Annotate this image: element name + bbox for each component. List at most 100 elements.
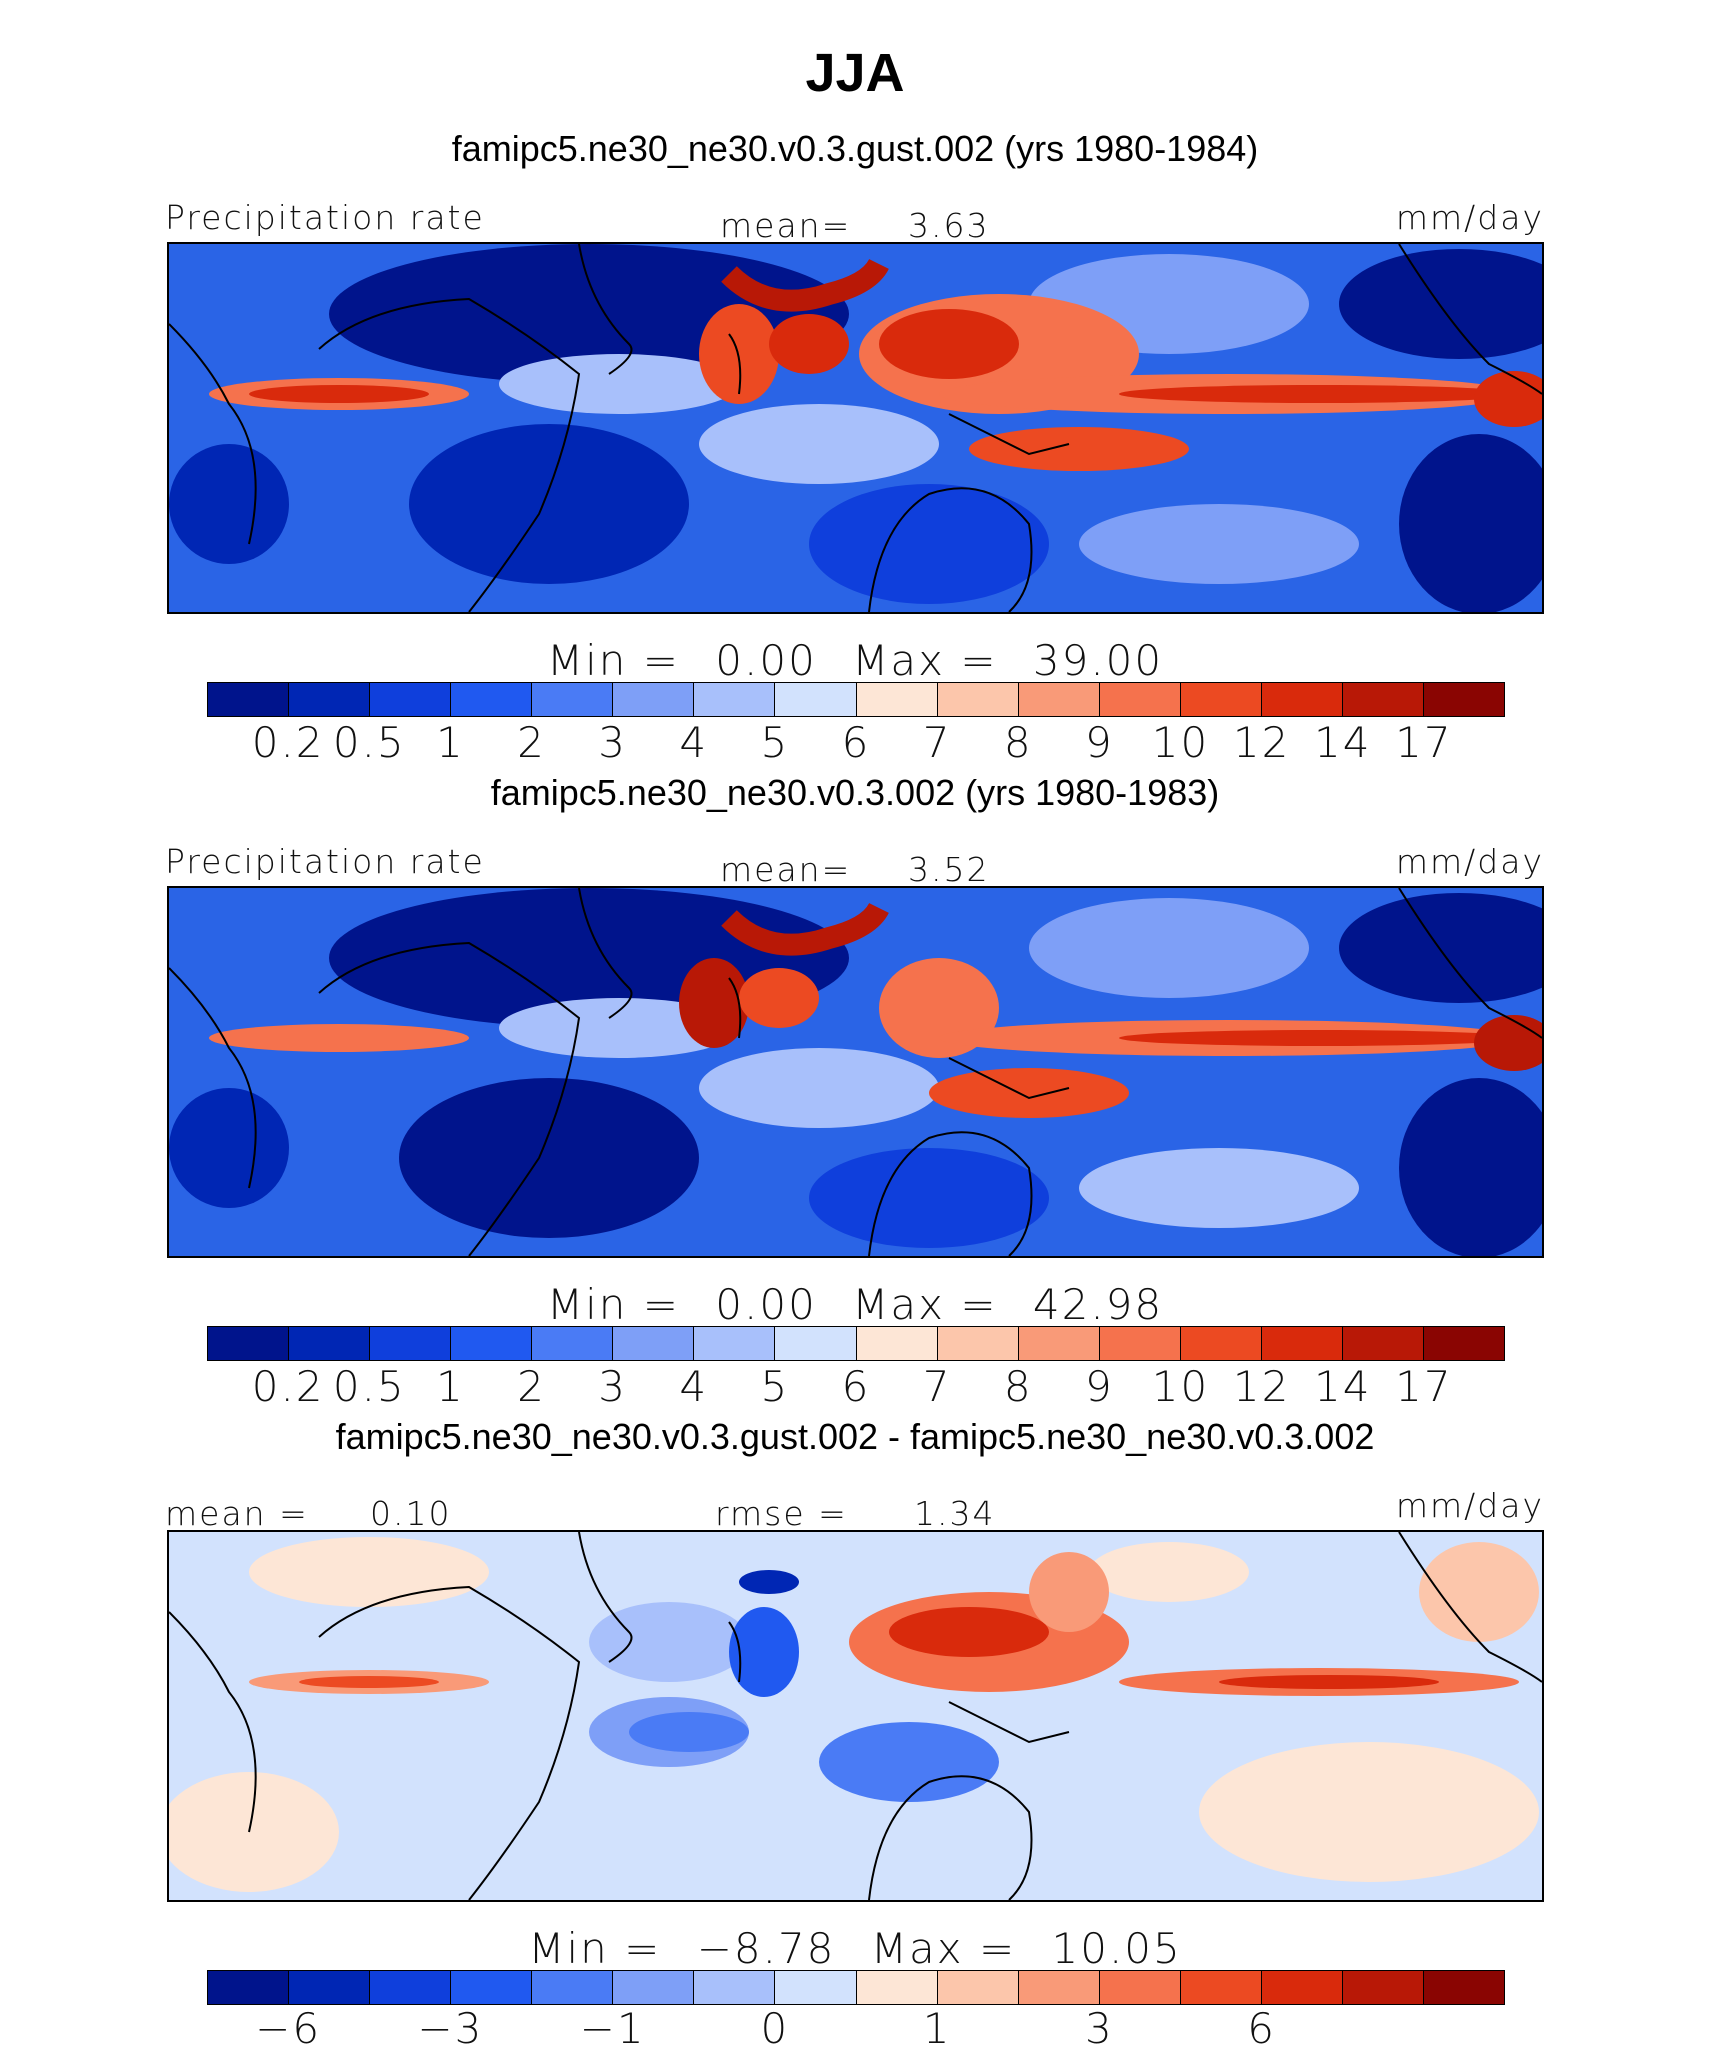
figure-title: JJA (805, 43, 905, 103)
colorbar-swatch (532, 683, 614, 716)
colorbar-tick-label: 4 (679, 718, 709, 767)
colorbar-swatch (1099, 1971, 1181, 2004)
panel2-colorbar-ticks: 0.2 0.5 1 2 3 4 5 6 7 8 9 10 12 14 17 (207, 1362, 1505, 1411)
panel3-mean-label: mean = (165, 1494, 309, 1533)
colorbar-swatch (1261, 683, 1343, 716)
colorbar-tick-label: 0.5 (332, 1362, 406, 1411)
colorbar-swatch (613, 1327, 695, 1360)
colorbar-swatch (1099, 683, 1181, 716)
panel3-map-svg (169, 1532, 1542, 1900)
colorbar-swatch (613, 1971, 695, 2004)
colorbar-tick-label: 7 (922, 718, 952, 767)
panel3-rmse-value: 1.34 (914, 1494, 996, 1533)
colorbar-tick-label: 0.5 (332, 718, 406, 767)
colorbar-swatch (1342, 683, 1424, 716)
colorbar-tick-label: 9 (1085, 718, 1114, 767)
panel2-variable-label: Precipitation rate (165, 842, 485, 881)
colorbar-swatch (937, 683, 1019, 716)
panel2-colorbar (207, 1326, 1505, 1361)
colorbar-swatch (1342, 1971, 1424, 2004)
colorbar-swatch (532, 1327, 614, 1360)
panel3-case-title: famipc5.ne30_ne30.v0.3.gust.002 - famipc… (335, 1416, 1375, 1457)
colorbar-tick-label: 1 (922, 2004, 952, 2053)
colorbar-tick-label: 2 (517, 718, 546, 767)
colorbar-tick-label: −1 (579, 2004, 646, 2053)
colorbar-swatch (775, 1327, 857, 1360)
panel2-max-label: Max = (852, 1280, 998, 1329)
panel1-units-label: mm/day (1395, 198, 1544, 237)
colorbar-swatch (208, 1971, 290, 2004)
panel1-precip-map (167, 242, 1544, 614)
panel1-colorbar-ticks: 0.2 0.5 1 2 3 4 5 6 7 8 9 10 12 14 17 (207, 718, 1505, 767)
colorbar-swatch (289, 683, 371, 716)
colorbar-swatch (856, 683, 938, 716)
panel1-max-value: 39.00 (1032, 636, 1164, 685)
colorbar-swatch (856, 1327, 938, 1360)
colorbar-tick-label: −6 (255, 2004, 322, 2053)
colorbar-tick-label: −3 (417, 2004, 484, 2053)
colorbar-swatch (1018, 1327, 1100, 1360)
panel2-minmax: Min = 0.00 Max = 42.98 (0, 1280, 1710, 1329)
colorbar-tick-label: 6 (841, 1362, 871, 1411)
panel2-map-svg (169, 888, 1542, 1256)
panel3-min-label: Min = (528, 1924, 662, 1973)
panel3-rmse-label: rmse = (715, 1494, 848, 1533)
colorbar-tick-label: 6 (841, 718, 871, 767)
colorbar-swatch (1423, 683, 1504, 716)
colorbar-swatch (937, 1327, 1019, 1360)
colorbar-swatch (694, 1327, 776, 1360)
colorbar-swatch (532, 1971, 614, 2004)
panel1-map-svg (169, 244, 1542, 612)
colorbar-swatch (1180, 1327, 1262, 1360)
colorbar-swatch (937, 1971, 1019, 2004)
panel2-max-value: 42.98 (1032, 1280, 1164, 1329)
colorbar-tick-label: 8 (1003, 1362, 1033, 1411)
colorbar-swatch (1099, 1327, 1181, 1360)
panel3-minmax: Min = −8.78 Max = 10.05 (0, 1924, 1710, 1973)
colorbar-tick-label: 5 (760, 718, 790, 767)
colorbar-swatch (856, 1971, 938, 2004)
colorbar-swatch (775, 683, 857, 716)
panel1-mean-value: 3.63 (908, 206, 990, 245)
colorbar-tick-label: 10 (1151, 718, 1210, 767)
panel1-case-title: famipc5.ne30_ne30.v0.3.gust.002 (yrs 198… (451, 128, 1259, 169)
colorbar-tick-label: 1 (436, 718, 465, 767)
colorbar-swatch (370, 1327, 452, 1360)
colorbar-swatch (1423, 1327, 1504, 1360)
colorbar-tick-label: 4 (679, 1362, 709, 1411)
colorbar-swatch (1018, 1971, 1100, 2004)
colorbar-swatch (694, 1971, 776, 2004)
colorbar-tick-label: 8 (1003, 718, 1033, 767)
colorbar-tick-label: 12 (1232, 718, 1291, 767)
panel2-precip-map (167, 886, 1544, 1258)
colorbar-swatch (370, 1971, 452, 2004)
colorbar-tick-label: 3 (598, 1362, 627, 1411)
colorbar-swatch (289, 1971, 371, 2004)
panel3-colorbar-ticks: −6 −3 −1 0 1 3 6 (207, 2004, 1505, 2053)
colorbar-swatch (694, 683, 776, 716)
colorbar-tick-label: 0.2 (251, 718, 325, 767)
panel1-mean-label: mean= (720, 206, 852, 245)
panel1-min-value: 0.00 (715, 636, 817, 685)
colorbar-tick-label: 3 (1085, 2004, 1114, 2053)
colorbar-swatch (208, 683, 290, 716)
colorbar-swatch (1342, 1327, 1424, 1360)
panel2-min-label: Min = (546, 1280, 680, 1329)
panel1-colorbar (207, 682, 1505, 717)
colorbar-swatch (1180, 683, 1262, 716)
panel3-difference-map (167, 1530, 1544, 1902)
colorbar-swatch (775, 1971, 857, 2004)
colorbar-tick-label: 5 (760, 1362, 790, 1411)
colorbar-tick-label: 9 (1085, 1362, 1114, 1411)
colorbar-swatch (451, 1971, 533, 2004)
panel3-mean-value: 0.10 (370, 1494, 452, 1533)
panel1-minmax: Min = 0.00 Max = 39.00 (0, 636, 1710, 685)
panel2-units-label: mm/day (1395, 842, 1544, 881)
panel3-min-value: −8.78 (696, 1924, 836, 1973)
colorbar-tick-label: 0 (760, 2004, 790, 2053)
colorbar-swatch (613, 683, 695, 716)
panel2-mean-label: mean= (720, 850, 852, 889)
colorbar-swatch (1180, 1971, 1262, 2004)
colorbar-tick-label: 7 (922, 1362, 952, 1411)
panel3-units-label: mm/day (1395, 1486, 1544, 1525)
